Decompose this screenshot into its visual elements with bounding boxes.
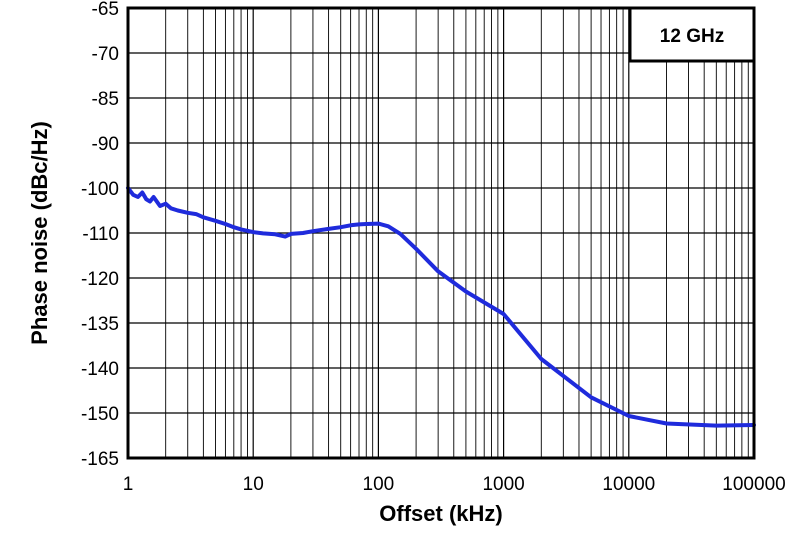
y-tick-label: -85	[92, 89, 119, 110]
x-tick-label: 100	[363, 474, 395, 495]
x-tick-label: 1	[123, 474, 134, 495]
y-tick-labels: -65 -70 -85 -90 -100 -110 -120 -135 -140 -150 -165	[81, 0, 119, 470]
y-tick-label: -150	[81, 404, 119, 425]
x-tick-label: 10	[243, 474, 264, 495]
series-layer	[126, 186, 756, 428]
x-axis-title: Offset (kHz)	[379, 501, 502, 526]
y-tick-label: -120	[81, 269, 119, 290]
x-tick-labels: 1 10 100 1000 10000 100000	[123, 474, 786, 495]
plot-frame	[126, 6, 756, 460]
x-tick-label: 1000	[482, 474, 524, 495]
y-tick-label: -100	[81, 179, 119, 200]
annotation-label: 12 GHz	[660, 26, 724, 47]
x-tick-label: 10000	[602, 474, 655, 495]
y-tick-label: -140	[81, 359, 119, 380]
annotation-frame	[628, 6, 756, 63]
y-tick-label: -165	[81, 449, 119, 470]
y-axis-title: Phase noise (dBc/Hz)	[27, 121, 52, 345]
y-tick-label: -70	[92, 44, 119, 65]
annotation-box: 12 GHz	[628, 6, 756, 63]
y-tick-label: -135	[81, 314, 119, 335]
y-tick-label: -110	[82, 224, 119, 245]
phase-noise-series-line	[126, 186, 756, 428]
y-tick-label: -90	[92, 134, 119, 155]
x-tick-label: 100000	[722, 474, 785, 495]
y-tick-label: -65	[92, 0, 119, 20]
